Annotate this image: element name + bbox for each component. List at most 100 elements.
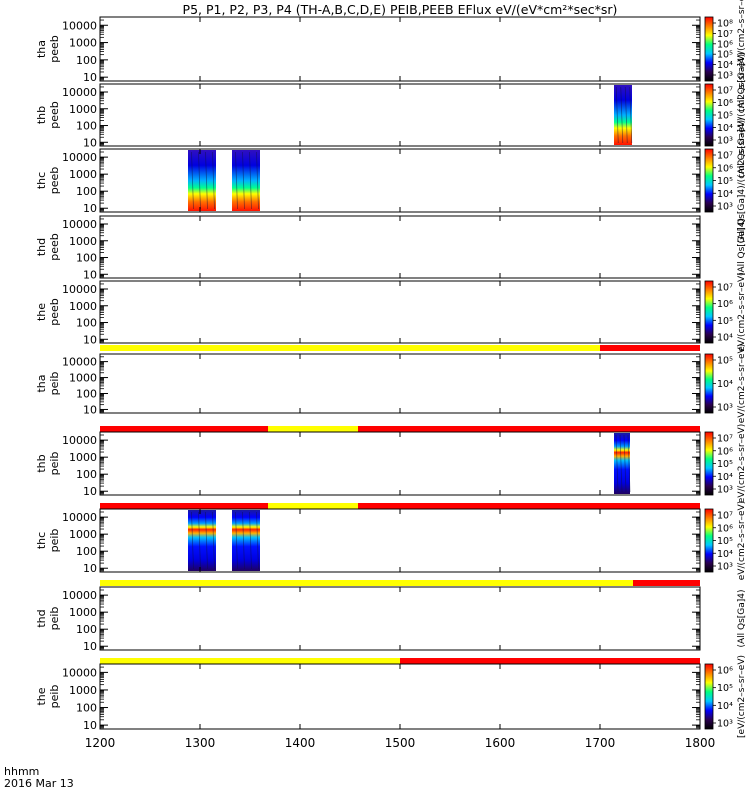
spectrogram-streak bbox=[205, 511, 208, 570]
spectrogram-streak bbox=[242, 151, 245, 210]
colorbar-tick-label: 10⁴ bbox=[717, 701, 733, 712]
colorbar-tick-label: 10⁷ bbox=[717, 283, 733, 294]
spectrogram-streak bbox=[629, 86, 633, 144]
y-tick-label: 1000 bbox=[69, 300, 97, 313]
colorbar bbox=[704, 353, 714, 414]
y-tick-label: 100 bbox=[76, 623, 97, 636]
colorbar-unit-label: eV/(cm2–s–sr–eV) bbox=[737, 501, 747, 580]
y-tick-label: 1000 bbox=[69, 528, 97, 541]
colorbar bbox=[704, 280, 714, 344]
flag-segment bbox=[100, 503, 268, 509]
y-tick-label: 10 bbox=[83, 268, 97, 281]
panel-frame bbox=[99, 280, 701, 344]
x-tick-label: 1600 bbox=[485, 736, 516, 750]
colorbar-unit-label: (All Qs[Ga]4)/(cm2–s–sr–eV) bbox=[737, 52, 747, 178]
y-tick-label: 10 bbox=[83, 562, 97, 575]
y-tick-label: 1000 bbox=[69, 451, 97, 464]
colorbar-tick-label: 10³ bbox=[717, 485, 733, 496]
y-tick-label: 10000 bbox=[62, 434, 97, 447]
colorbar bbox=[704, 83, 714, 147]
panel-frame bbox=[99, 83, 701, 147]
flag-segment bbox=[100, 426, 268, 432]
colorbar-tick-label: 10⁷ bbox=[717, 511, 733, 522]
colorbar-unit-label: [eV/(cm2–s–sr–eV) bbox=[737, 655, 747, 738]
colorbar-tick-label: 10³ bbox=[717, 562, 733, 573]
colorbar-tick-label: 10⁵ bbox=[717, 316, 733, 327]
panel-product-label: peib bbox=[48, 372, 61, 396]
spectrogram-streak bbox=[242, 511, 245, 570]
panel-probe-label: thd bbox=[35, 238, 48, 256]
y-tick-label: 10000 bbox=[62, 86, 97, 99]
spectrogram-streak bbox=[615, 434, 619, 493]
spectrogram-streak bbox=[191, 511, 194, 570]
colorbar-tick-label: 10⁸ bbox=[717, 19, 733, 30]
flag-segment bbox=[358, 426, 700, 432]
colorbar-tick-label: 10⁵ bbox=[717, 356, 733, 367]
flag-segment bbox=[633, 580, 700, 586]
y-tick-label: 100 bbox=[76, 388, 97, 401]
y-tick-label: 100 bbox=[76, 252, 97, 265]
colorbar-tick-label: 10⁴ bbox=[717, 472, 733, 483]
colorbar-tick-label: 10⁵ bbox=[717, 50, 733, 61]
y-tick-label: 1000 bbox=[69, 606, 97, 619]
y-tick-label: 10 bbox=[83, 640, 97, 653]
flag-segment bbox=[400, 658, 700, 664]
colorbar-tick-label: 10³ bbox=[717, 136, 733, 147]
colorbar bbox=[704, 431, 714, 496]
spectrogram-column bbox=[614, 85, 632, 145]
panel-probe-label: tha bbox=[35, 40, 48, 58]
colorbar-tick-label: 10⁵ bbox=[717, 111, 733, 122]
spectrogram-streak bbox=[205, 151, 208, 210]
panel-product-label: peeb bbox=[48, 298, 61, 326]
x-tick-label: 1800 bbox=[685, 736, 716, 750]
panel-frame bbox=[99, 353, 701, 414]
spectrogram-streak bbox=[623, 434, 627, 493]
panel-product-label: peeb bbox=[48, 233, 61, 261]
y-tick-label: 100 bbox=[76, 54, 97, 67]
y-tick-label: 10000 bbox=[62, 356, 97, 369]
panel-probe-label: the bbox=[35, 303, 48, 321]
y-tick-label: 10 bbox=[83, 202, 97, 215]
y-tick-label: 1000 bbox=[69, 168, 97, 181]
colorbar-tick-label: 10⁶ bbox=[717, 39, 733, 50]
y-tick-label: 1000 bbox=[69, 37, 97, 50]
colorbar bbox=[704, 663, 714, 730]
colorbar-tick-label: 10³ bbox=[717, 403, 733, 414]
date-label: 2016 Mar 13 bbox=[4, 777, 74, 790]
colorbar bbox=[704, 16, 714, 82]
colorbar-unit-label: eV/(cm2–s–sr–eV) bbox=[737, 344, 747, 423]
panel-product-label: peeb bbox=[48, 35, 61, 63]
y-tick-label: 10000 bbox=[62, 666, 97, 679]
colorbar-tick-label: 10⁴ bbox=[717, 123, 733, 134]
colorbar-unit-label: eV/(cm2–s–sr–eV) bbox=[737, 272, 747, 351]
y-tick-label: 100 bbox=[76, 120, 97, 133]
panel-probe-label: thb bbox=[35, 106, 48, 124]
spectrogram-streak bbox=[198, 151, 201, 210]
colorbar bbox=[704, 148, 714, 213]
colorbar-tick-label: 10⁶ bbox=[717, 98, 733, 109]
spectrogram-streak bbox=[624, 86, 628, 144]
colorbar bbox=[704, 508, 714, 573]
x-tick-label: 1400 bbox=[285, 736, 316, 750]
panel-product-label: peib bbox=[48, 452, 61, 476]
x-tick-label: 1500 bbox=[385, 736, 416, 750]
colorbar-unit-label: (All Qs[Ga]4)/(cm2–s–sr–eV) bbox=[737, 0, 747, 112]
y-tick-label: 100 bbox=[76, 185, 97, 198]
spectrogram-streak bbox=[620, 86, 624, 144]
spectrogram-streak bbox=[615, 86, 619, 144]
panel-probe-label: thc bbox=[35, 532, 48, 549]
colorbar-tick-label: 10⁷ bbox=[717, 434, 733, 445]
panel-frame bbox=[99, 586, 701, 651]
panel-product-label: peib bbox=[48, 685, 61, 709]
panel-probe-label: tha bbox=[35, 374, 48, 392]
colorbar-unit-label: (All Qs[Ga]4) bbox=[737, 589, 747, 647]
flag-segment bbox=[100, 658, 400, 664]
colorbar-tick-label: 10⁴ bbox=[717, 333, 733, 344]
panel-frame bbox=[99, 663, 701, 730]
y-tick-label: 10000 bbox=[62, 511, 97, 524]
spectrogram-streak bbox=[249, 511, 252, 570]
y-tick-label: 10000 bbox=[62, 151, 97, 164]
spectrogram-streak bbox=[235, 151, 238, 210]
